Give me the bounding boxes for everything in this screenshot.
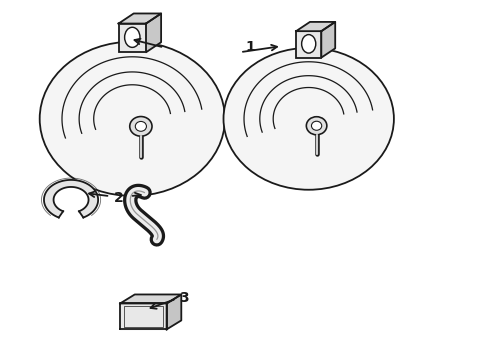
Polygon shape	[321, 22, 335, 58]
Ellipse shape	[312, 121, 322, 130]
Polygon shape	[296, 22, 335, 31]
Text: 2: 2	[114, 191, 123, 205]
Text: 3: 3	[179, 291, 189, 305]
Polygon shape	[119, 13, 161, 23]
Ellipse shape	[40, 42, 225, 196]
Ellipse shape	[223, 48, 394, 190]
Polygon shape	[120, 294, 181, 303]
Bar	[119, 23, 146, 52]
Ellipse shape	[130, 117, 152, 136]
Bar	[296, 31, 321, 58]
Text: 1: 1	[245, 40, 255, 54]
Polygon shape	[120, 303, 167, 329]
Polygon shape	[167, 294, 181, 329]
Ellipse shape	[135, 121, 147, 131]
Ellipse shape	[302, 35, 316, 53]
Polygon shape	[146, 13, 161, 52]
Ellipse shape	[306, 117, 327, 135]
Polygon shape	[44, 180, 98, 217]
Ellipse shape	[124, 27, 140, 48]
